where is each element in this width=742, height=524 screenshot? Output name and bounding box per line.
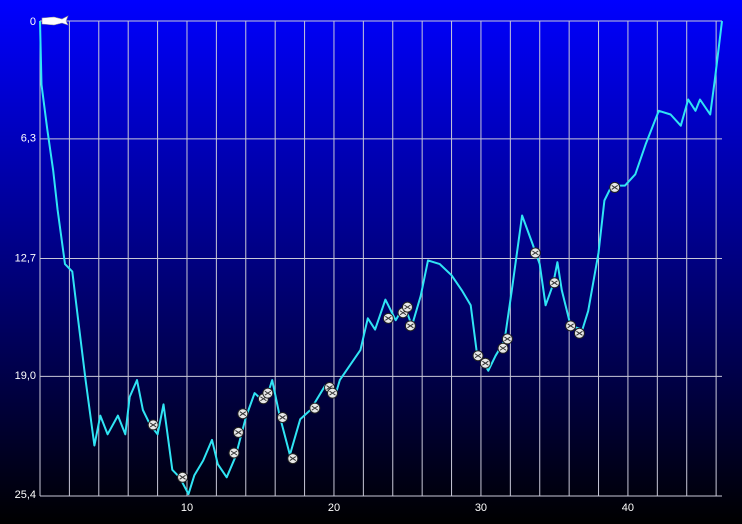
- event-marker-detail: [289, 456, 297, 462]
- event-marker-detail: [407, 323, 414, 329]
- event-marker-detail: [279, 415, 286, 420]
- event-marker: [228, 447, 240, 459]
- event-marker: [404, 320, 416, 332]
- event-marker: [565, 320, 577, 332]
- event-marker: [501, 333, 513, 345]
- y-tick-label: 19,0: [15, 370, 36, 382]
- grid: 0 6,3 12,7 19,0 25,4 10 20 30 40: [15, 16, 722, 514]
- event-marker-detail: [264, 390, 272, 396]
- event-marker-detail: [311, 405, 319, 411]
- event-marker-detail: [576, 330, 583, 336]
- event-marker: [309, 402, 321, 414]
- event-marker: [472, 350, 484, 362]
- event-marker: [479, 357, 491, 369]
- event-marker: [401, 301, 413, 313]
- x-tick-label: 30: [475, 502, 487, 514]
- event-marker: [382, 312, 394, 324]
- event-marker: [326, 387, 338, 399]
- start-icon: [41, 15, 69, 26]
- event-marker-detail: [499, 345, 507, 351]
- event-marker: [497, 342, 509, 354]
- event-marker: [529, 247, 541, 259]
- event-marker-detail: [532, 250, 539, 256]
- event-marker-detail: [404, 304, 411, 310]
- event-marker-detail: [230, 450, 238, 456]
- event-marker: [548, 277, 560, 289]
- event-marker-detail: [474, 353, 482, 359]
- event-marker: [287, 453, 299, 465]
- event-marker: [177, 471, 189, 483]
- y-tick-label: 12,7: [15, 252, 36, 264]
- event-marker-detail: [239, 411, 247, 417]
- event-marker-detail: [567, 323, 574, 329]
- event-marker-detail: [482, 360, 489, 366]
- event-marker-detail: [504, 336, 511, 342]
- depth-line: [39, 20, 723, 496]
- event-marker: [573, 327, 585, 339]
- event-marker: [277, 411, 289, 423]
- event-marker: [232, 426, 244, 438]
- event-marker-detail: [611, 185, 618, 190]
- y-tick-label: 0: [30, 16, 36, 28]
- event-marker: [609, 181, 621, 193]
- event-marker: [147, 419, 159, 431]
- event-marker-detail: [551, 280, 558, 286]
- event-marker-detail: [329, 390, 336, 396]
- event-marker-detail: [235, 430, 242, 435]
- x-tick-label: 40: [622, 502, 634, 514]
- event-marker-detail: [385, 315, 392, 321]
- y-tick-label: 6,3: [21, 133, 36, 145]
- event-marker: [262, 387, 274, 399]
- y-tick-label: 25,4: [15, 489, 36, 501]
- event-marker-detail: [149, 422, 157, 428]
- plot: [39, 20, 723, 496]
- event-marker-detail: [179, 474, 186, 480]
- x-tick-label: 10: [181, 502, 193, 514]
- x-tick-label: 20: [328, 502, 340, 514]
- event-marker: [237, 408, 249, 420]
